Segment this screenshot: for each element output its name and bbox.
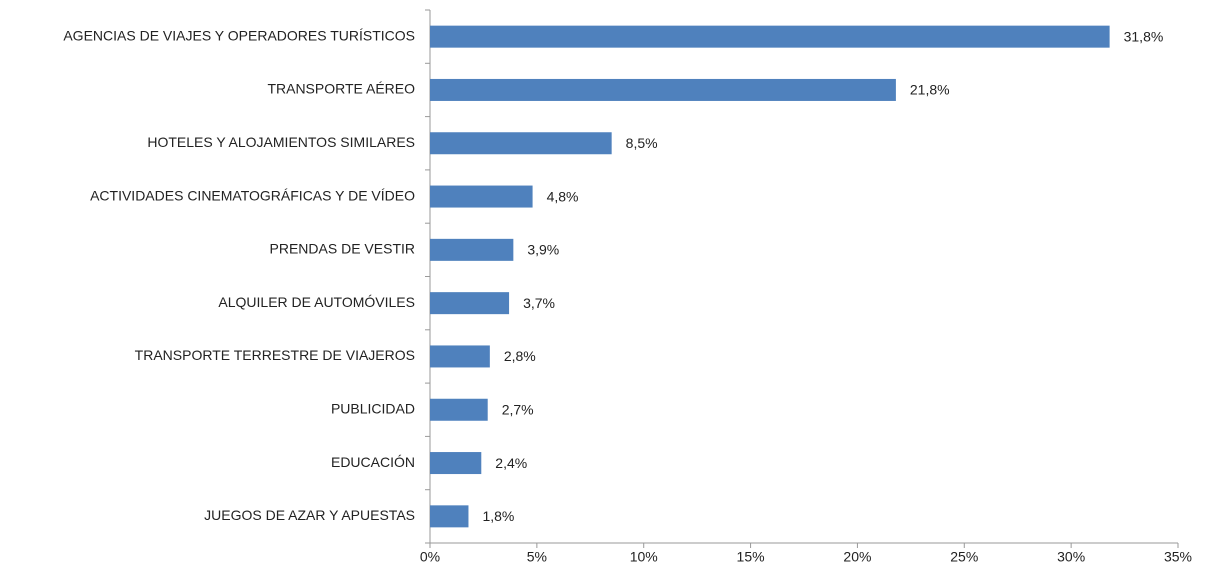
data-label: 31,8% [1124, 28, 1164, 44]
data-label: 21,8% [910, 82, 950, 98]
data-label: 8,5% [626, 135, 658, 151]
x-tick-label: 10% [630, 549, 658, 565]
y-tick-label: PUBLICIDAD [331, 400, 415, 416]
data-label: 4,8% [547, 188, 579, 204]
bar [430, 185, 533, 208]
data-label: 3,9% [527, 242, 559, 258]
x-tick-label: 15% [737, 549, 765, 565]
data-label: 2,7% [502, 401, 534, 417]
data-label: 2,4% [495, 455, 527, 471]
data-label: 1,8% [482, 508, 514, 524]
y-tick-label: HOTELES Y ALOJAMIENTOS SIMILARES [147, 134, 415, 150]
y-tick-label: PRENDAS DE VESTIR [270, 241, 415, 257]
x-tick-label: 30% [1057, 549, 1085, 565]
bar [430, 238, 514, 261]
y-tick-label: EDUCACIÓN [331, 454, 415, 470]
data-label: 3,7% [523, 295, 555, 311]
x-tick-label: 0% [420, 549, 440, 565]
data-label: 2,8% [504, 348, 536, 364]
x-tick-label: 25% [950, 549, 978, 565]
bar [430, 25, 1110, 48]
y-tick-label: JUEGOS DE AZAR Y APUESTAS [204, 507, 415, 523]
bar [430, 78, 896, 101]
y-tick-label: ACTIVIDADES CINEMATOGRÁFICAS Y DE VÍDEO [90, 187, 415, 203]
bar [430, 452, 482, 475]
bar [430, 132, 612, 155]
x-tick-label: 20% [843, 549, 871, 565]
x-tick-label: 35% [1164, 549, 1192, 565]
x-tick-label: 5% [527, 549, 547, 565]
bar [430, 398, 488, 421]
bar [430, 505, 469, 528]
y-tick-label: AGENCIAS DE VIAJES Y OPERADORES TURÍSTIC… [63, 27, 415, 43]
y-tick-label: TRANSPORTE TERRESTRE DE VIAJEROS [135, 347, 415, 363]
y-tick-label: ALQUILER DE AUTOMÓVILES [218, 294, 415, 310]
y-tick-label: TRANSPORTE AÉREO [267, 81, 415, 97]
bar [430, 345, 490, 368]
bar [430, 292, 510, 315]
